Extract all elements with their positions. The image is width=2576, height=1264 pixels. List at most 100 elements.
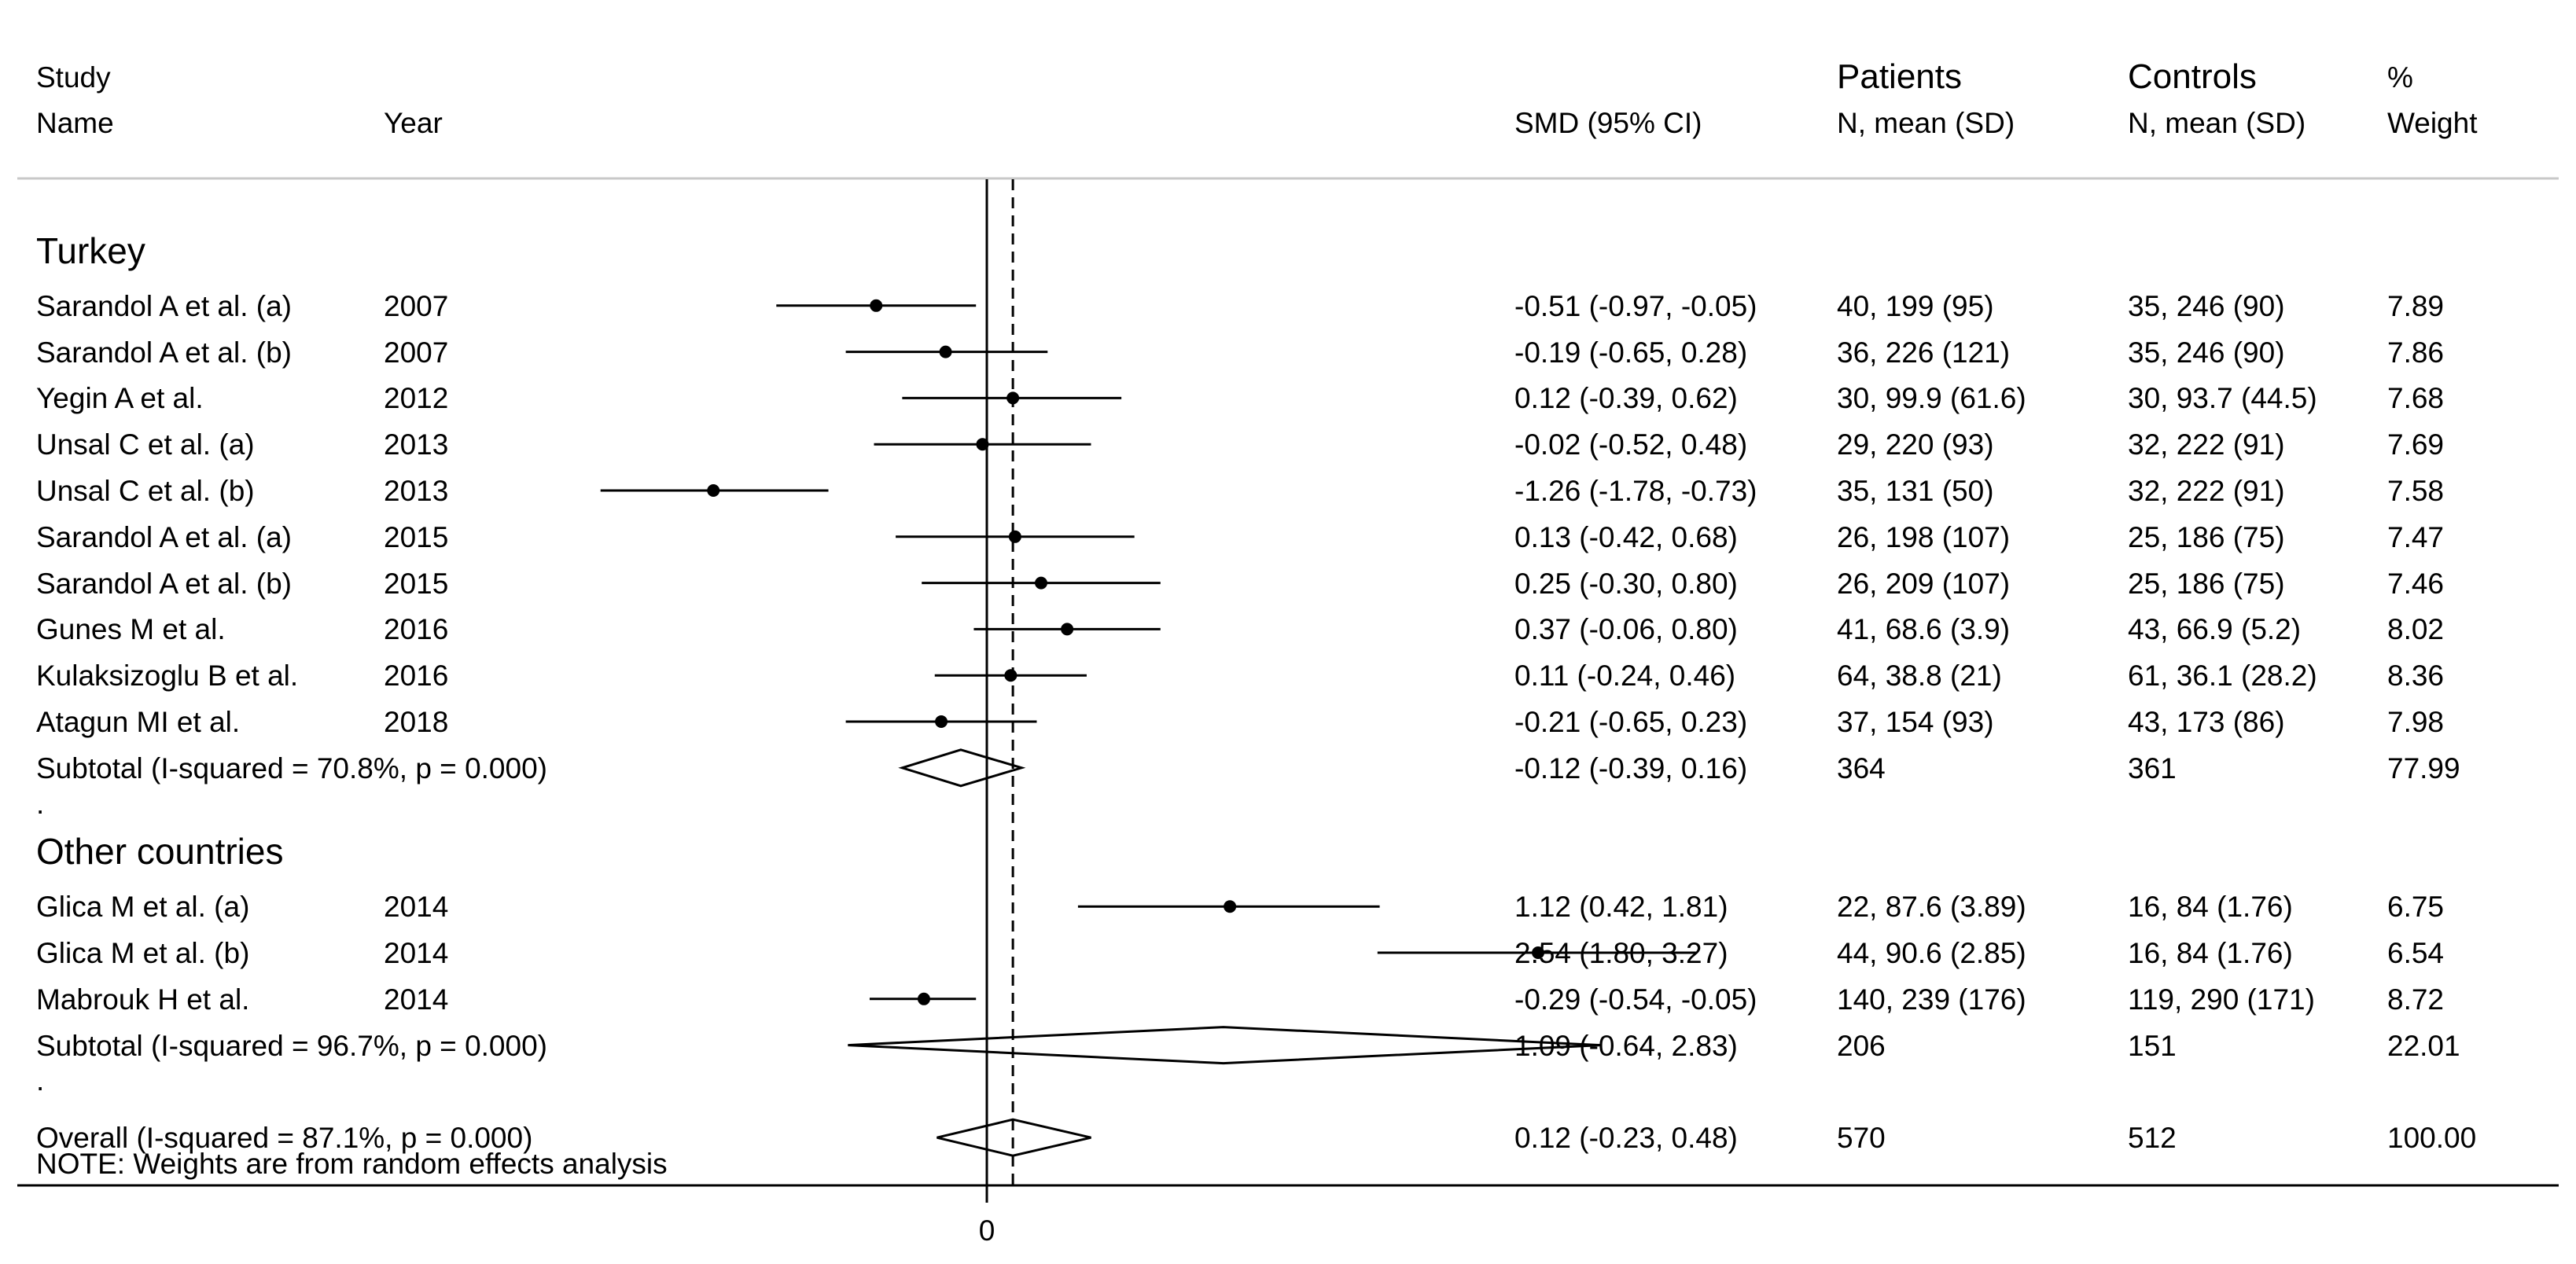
- study-patients: 22, 87.6 (3.89): [1837, 891, 2026, 924]
- study-ci: 0.13 (-0.42, 0.68): [1514, 520, 1738, 553]
- study-year: 2012: [384, 382, 449, 415]
- header-year: Year: [384, 107, 443, 139]
- study-year: 2015: [384, 567, 449, 600]
- study-patients: 40, 199 (95): [1837, 289, 1994, 322]
- study-name: Yegin A et al.: [36, 382, 204, 415]
- group-heading: Turkey: [36, 230, 145, 271]
- study-weight: 7.68: [2387, 382, 2445, 415]
- header-controls-line2: N, mean (SD): [2128, 107, 2306, 139]
- overall-ci: 0.12 (-0.23, 0.48): [1514, 1122, 1738, 1155]
- header-study-line2: Name: [36, 107, 114, 139]
- study-year: 2013: [384, 428, 449, 461]
- study-controls: 25, 186 (75): [2128, 567, 2285, 600]
- study-point-estimate: [1008, 530, 1021, 543]
- study-patients: 26, 198 (107): [1837, 520, 2011, 553]
- study-patients: 44, 90.6 (2.85): [1837, 937, 2026, 969]
- study-weight: 7.98: [2387, 706, 2445, 738]
- overall-controls: 512: [2128, 1122, 2177, 1155]
- study-name: Glica M et al. (b): [36, 937, 250, 969]
- study-ci: -0.19 (-0.65, 0.28): [1514, 336, 1748, 369]
- study-controls: 25, 186 (75): [2128, 520, 2285, 553]
- study-name: Sarandol A et al. (b): [36, 336, 292, 369]
- x-tick-label: 0: [979, 1214, 995, 1247]
- study-point-estimate: [1532, 946, 1545, 959]
- study-patients: 30, 99.9 (61.6): [1837, 382, 2026, 415]
- study-point-estimate: [976, 438, 989, 451]
- header-smd: SMD (95% CI): [1514, 107, 1702, 139]
- study-controls: 16, 84 (1.76): [2128, 937, 2293, 969]
- study-ci: -0.51 (-0.97, -0.05): [1514, 289, 1757, 322]
- study-point-estimate: [1035, 576, 1047, 590]
- overall-weight: 100.00: [2387, 1122, 2477, 1155]
- study-point-estimate: [1004, 669, 1018, 682]
- study-year: 2015: [384, 520, 449, 553]
- study-name: Sarandol A et al. (b): [36, 567, 292, 600]
- study-weight: 7.86: [2387, 336, 2445, 369]
- subtotal-controls: 361: [2128, 751, 2177, 784]
- subtotal-ci: 1.09 (-0.64, 2.83): [1514, 1029, 1738, 1062]
- study-patients: 35, 131 (50): [1837, 475, 1994, 507]
- study-point-estimate: [1061, 623, 1074, 636]
- study-ci: -0.02 (-0.52, 0.48): [1514, 428, 1748, 461]
- study-ci: 0.25 (-0.30, 0.80): [1514, 567, 1738, 600]
- study-patients: 41, 68.6 (3.9): [1837, 613, 2011, 646]
- subtotal-ci: -0.12 (-0.39, 0.16): [1514, 751, 1748, 784]
- study-patients: 29, 220 (93): [1837, 428, 1994, 461]
- header-patients-line2: N, mean (SD): [1837, 107, 2015, 139]
- study-controls: 30, 93.7 (44.5): [2128, 382, 2317, 415]
- study-weight: 7.58: [2387, 475, 2445, 507]
- study-year: 2014: [384, 983, 449, 1016]
- study-ci: -0.21 (-0.65, 0.23): [1514, 706, 1748, 738]
- study-weight: 8.02: [2387, 613, 2445, 646]
- study-controls: 43, 173 (86): [2128, 706, 2285, 738]
- subtotal-controls: 151: [2128, 1029, 2177, 1062]
- study-name: Unsal C et al. (b): [36, 475, 255, 507]
- study-point-estimate: [935, 715, 948, 728]
- study-year: 2016: [384, 613, 449, 646]
- study-patients: 64, 38.8 (21): [1837, 660, 2002, 693]
- header-controls-line1: Controls: [2128, 57, 2257, 96]
- study-patients: 36, 226 (121): [1837, 336, 2011, 369]
- header-weight-line2: Weight: [2387, 107, 2478, 139]
- overall-label: Overall (I-squared = 87.1%, p = 0.000): [36, 1122, 533, 1155]
- study-ci: -1.26 (-1.78, -0.73): [1514, 475, 1757, 507]
- study-patients: 26, 209 (107): [1837, 567, 2011, 600]
- study-weight: 7.47: [2387, 520, 2445, 553]
- study-name: Unsal C et al. (a): [36, 428, 255, 461]
- study-weight: 7.69: [2387, 428, 2445, 461]
- study-point-estimate: [917, 992, 930, 1005]
- study-year: 2007: [384, 289, 449, 322]
- study-patients: 37, 154 (93): [1837, 706, 1994, 738]
- spacer-dot: .: [36, 787, 45, 820]
- study-name: Sarandol A et al. (a): [36, 520, 292, 553]
- study-controls: 16, 84 (1.76): [2128, 891, 2293, 924]
- study-controls: 61, 36.1 (28.2): [2128, 660, 2317, 693]
- study-year: 2014: [384, 937, 449, 969]
- weights-note: NOTE: Weights are from random effects an…: [36, 1148, 668, 1180]
- study-point-estimate: [707, 484, 720, 497]
- group-heading: Other countries: [36, 831, 284, 873]
- study-controls: 35, 246 (90): [2128, 289, 2285, 322]
- subtotal-weight: 22.01: [2387, 1029, 2460, 1062]
- study-weight: 7.46: [2387, 567, 2445, 600]
- study-ci: -0.29 (-0.54, -0.05): [1514, 983, 1757, 1016]
- spacer-dot: .: [36, 1064, 45, 1097]
- study-name: Gunes M et al.: [36, 613, 226, 646]
- study-controls: 35, 246 (90): [2128, 336, 2285, 369]
- subtotal-diamond: [848, 1026, 1602, 1065]
- study-point-estimate: [870, 299, 883, 312]
- subtotal-label: Subtotal (I-squared = 70.8%, p = 0.000): [36, 751, 547, 784]
- study-year: 2013: [384, 475, 449, 507]
- study-point-estimate: [1224, 900, 1237, 913]
- overall-patients: 570: [1837, 1122, 1886, 1155]
- study-name: Mabrouk H et al.: [36, 983, 250, 1016]
- study-controls: 32, 222 (91): [2128, 428, 2285, 461]
- study-point-estimate: [939, 345, 952, 358]
- study-name: Sarandol A et al. (a): [36, 289, 292, 322]
- subtotal-patients: 206: [1837, 1029, 1886, 1062]
- study-weight: 8.72: [2387, 983, 2445, 1016]
- study-ci: 0.12 (-0.39, 0.62): [1514, 382, 1738, 415]
- subtotal-patients: 364: [1837, 751, 1886, 784]
